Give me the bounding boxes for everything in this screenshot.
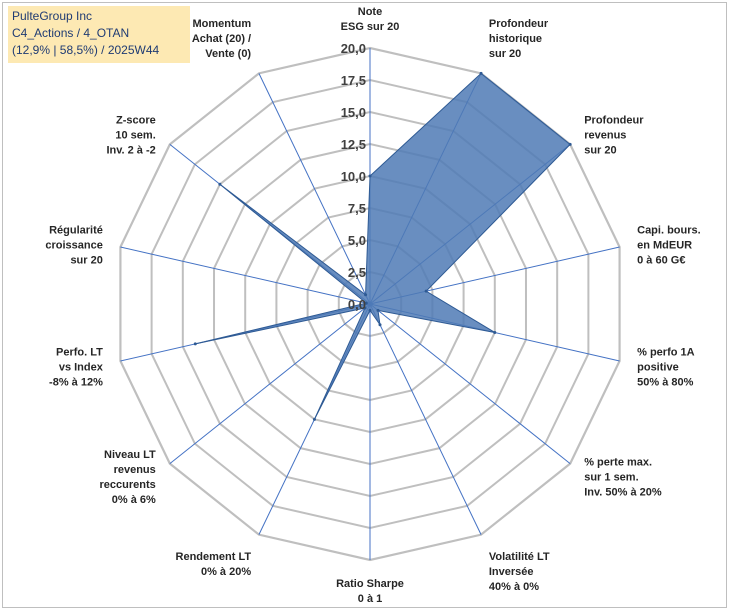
axis-label: Volatilité LT Inversée 40% à 0% bbox=[489, 551, 550, 593]
tick-label: 5,0 bbox=[348, 233, 366, 248]
axis-label: % perte max. sur 1 sem. Inv. 50% à 20% bbox=[584, 456, 662, 498]
axis-spoke bbox=[258, 73, 371, 305]
tick-label: 17,5 bbox=[341, 73, 366, 88]
data-point bbox=[479, 71, 483, 75]
tick-label: 10,0 bbox=[341, 169, 366, 184]
title-line-company: PulteGroup Inc bbox=[12, 9, 93, 23]
series-area bbox=[195, 72, 571, 420]
axis-label: Profondeur revenus sur 20 bbox=[584, 115, 644, 157]
axis-label: % perfo 1A positive 50% à 80% bbox=[637, 346, 695, 388]
data-point bbox=[493, 330, 497, 334]
title-line-stats: (12,9% | 58,5%) / 2025W44 bbox=[12, 43, 160, 57]
axis-spoke bbox=[169, 303, 371, 465]
axis-label: Perfo. LT vs Index -8% à 12% bbox=[49, 346, 104, 388]
data-point bbox=[376, 308, 380, 312]
axis-label: Note ESG sur 20 bbox=[341, 6, 400, 33]
axis-label: Régularité croissance sur 20 bbox=[45, 225, 102, 267]
data-point bbox=[378, 323, 382, 327]
tick-label: 0,0 bbox=[348, 297, 366, 312]
axis-label: Z-score 10 sem. Inv. 2 à -2 bbox=[106, 115, 155, 157]
data-point bbox=[193, 342, 197, 346]
axis-spoke bbox=[120, 246, 371, 305]
axis-label: Ratio Sharpe 0 à 1 bbox=[336, 578, 404, 605]
data-point bbox=[364, 301, 368, 305]
data-point bbox=[218, 182, 222, 186]
tick-label: 20,0 bbox=[341, 41, 366, 56]
tick-label: 15,0 bbox=[341, 105, 366, 120]
axis-label: Capi. bours. en MdEUR 0 à 60 G€ bbox=[637, 225, 701, 267]
data-point bbox=[363, 306, 367, 310]
axis-label: Profondeur historique sur 20 bbox=[489, 18, 549, 60]
tick-label: 12,5 bbox=[341, 137, 366, 152]
data-point bbox=[368, 174, 372, 178]
axis-label: Rendement LT 0% à 20% bbox=[176, 551, 252, 578]
axis-spoke bbox=[369, 303, 482, 535]
axis-label: Momentum Achat (20) / Vente (0) bbox=[192, 18, 252, 60]
axis-label: Niveau LT revenus reccurents 0% à 6% bbox=[100, 449, 157, 506]
axis-spoke bbox=[369, 303, 571, 465]
chart-title-box: PulteGroup Inc C4_Actions / 4_OTAN (12,9… bbox=[8, 6, 190, 63]
tick-label: 2,5 bbox=[348, 265, 366, 280]
data-point bbox=[312, 417, 316, 421]
title-line-category: C4_Actions / 4_OTAN bbox=[12, 26, 130, 40]
data-point bbox=[364, 293, 368, 297]
data-point bbox=[368, 308, 372, 312]
data-point bbox=[424, 289, 428, 293]
data-point bbox=[568, 142, 572, 146]
tick-label: 7,5 bbox=[348, 201, 366, 216]
